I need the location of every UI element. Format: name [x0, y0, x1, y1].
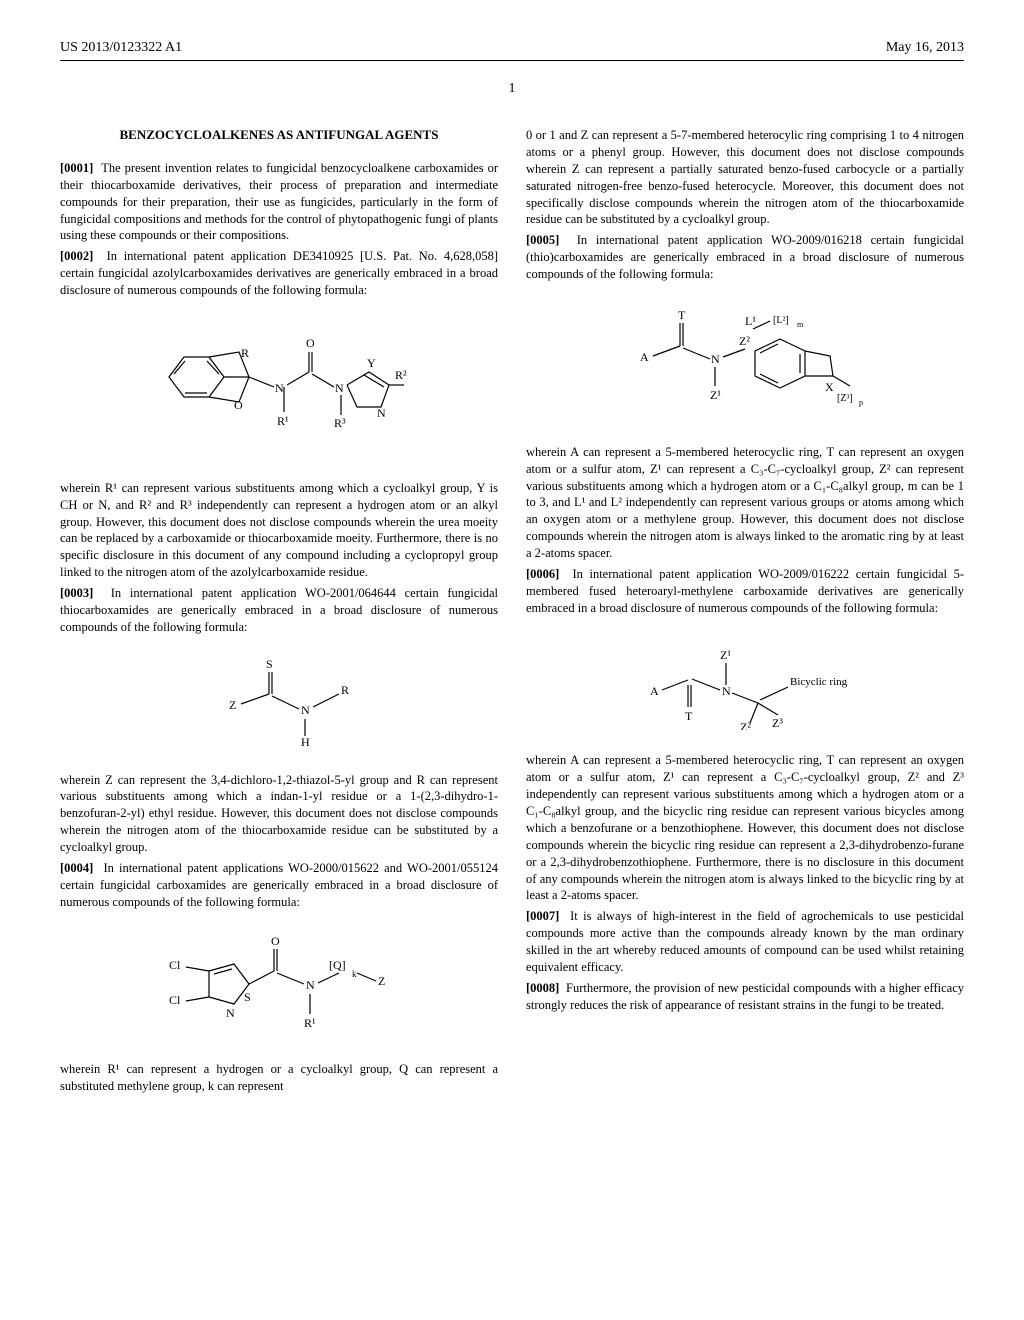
svg-text:Cl: Cl — [169, 993, 181, 1007]
page-number: 1 — [60, 81, 964, 97]
para-text: In international patent application WO-2… — [526, 567, 964, 615]
svg-text:N: N — [335, 381, 344, 395]
paragraph: [0002] In international patent applicati… — [60, 248, 498, 299]
para-number: [0008] — [526, 981, 559, 995]
svg-text:Z: Z — [378, 974, 385, 988]
svg-text:Z²: Z² — [739, 334, 750, 348]
svg-text:p: p — [859, 398, 863, 407]
para-text: It is always of high-interest in the fie… — [526, 909, 964, 974]
paragraph: [0004] In international patent applicati… — [60, 860, 498, 911]
left-column: BENZOCYCLOALKENES AS ANTIFUNGAL AGENTS [… — [60, 127, 498, 1099]
svg-text:R¹: R¹ — [304, 1016, 316, 1030]
paragraph: wherein A can represent a 5-membered het… — [526, 444, 964, 562]
svg-text:N: N — [275, 381, 284, 395]
svg-text:R¹: R¹ — [277, 414, 289, 428]
paragraph: [0003] In international patent applicati… — [60, 585, 498, 636]
chemical-structure-4: A T N Z¹ Z² L¹ [L²] m — [526, 301, 964, 426]
svg-text:[L²]: [L²] — [773, 315, 789, 326]
svg-text:L¹: L¹ — [745, 314, 756, 328]
para-number: [0004] — [60, 861, 93, 875]
svg-text:N: N — [306, 978, 315, 992]
svg-text:R: R — [241, 346, 249, 360]
svg-text:R: R — [341, 683, 349, 697]
para-text: Furthermore, the provision of new pestic… — [526, 981, 964, 1012]
svg-text:T: T — [678, 308, 686, 322]
paragraph: [0006] In international patent applicati… — [526, 566, 964, 617]
svg-text:T: T — [685, 709, 693, 723]
svg-text:N: N — [722, 684, 731, 698]
para-number: [0007] — [526, 909, 559, 923]
right-column: 0 or 1 and Z can represent a 5-7-membere… — [526, 127, 964, 1099]
chemical-structure-3: Cl Cl N S O — [60, 929, 498, 1044]
svg-text:H: H — [301, 735, 310, 749]
svg-text:O: O — [271, 934, 280, 948]
chemical-structure-1: R O N R¹ O N — [60, 317, 498, 462]
svg-text:Bicyclic ring: Bicyclic ring — [790, 676, 848, 688]
svg-text:Z¹: Z¹ — [710, 388, 721, 402]
svg-text:Z²: Z² — [740, 720, 751, 730]
patent-date: May 16, 2013 — [886, 40, 964, 56]
paragraph: wherein Z can represent the 3,4-dichloro… — [60, 772, 498, 856]
para-number: [0005] — [526, 233, 559, 247]
svg-text:[Q]: [Q] — [329, 958, 346, 972]
para-number: [0003] — [60, 586, 93, 600]
svg-text:Y: Y — [367, 356, 376, 370]
paragraph: wherein R¹ can represent various substit… — [60, 480, 498, 581]
svg-text:R³: R³ — [334, 416, 346, 430]
chemical-structure-5: A T N Z¹ Z² Z³ — [526, 635, 964, 735]
svg-text:S: S — [244, 990, 251, 1004]
paragraph: 0 or 1 and Z can represent a 5-7-membere… — [526, 127, 964, 228]
chemical-structure-2: Z S N H R — [60, 654, 498, 754]
svg-text:N: N — [377, 406, 386, 420]
paragraph: wherein R¹ can represent a hydrogen or a… — [60, 1061, 498, 1095]
paragraph: [0007] It is always of high-interest in … — [526, 908, 964, 976]
paragraph: wherein A can represent a 5-membered het… — [526, 752, 964, 904]
svg-text:A: A — [650, 684, 659, 698]
para-text: In international patent applications WO-… — [60, 861, 498, 909]
svg-text:A: A — [640, 350, 649, 364]
svg-text:N: N — [711, 352, 720, 366]
svg-text:[Z³]: [Z³] — [837, 393, 853, 404]
svg-text:Z: Z — [229, 698, 236, 712]
svg-text:Z³: Z³ — [772, 716, 783, 730]
para-text: In international patent application DE34… — [60, 249, 498, 297]
svg-text:S: S — [266, 657, 273, 671]
patent-number: US 2013/0123322 A1 — [60, 40, 182, 56]
svg-text:O: O — [306, 336, 315, 350]
svg-text:O: O — [234, 398, 243, 412]
para-number: [0002] — [60, 249, 93, 263]
svg-text:N: N — [226, 1006, 235, 1020]
para-text: In international patent application WO-2… — [60, 586, 498, 634]
article-title: BENZOCYCLOALKENES AS ANTIFUNGAL AGENTS — [60, 127, 498, 144]
para-number: [0006] — [526, 567, 559, 581]
svg-text:Cl: Cl — [169, 958, 181, 972]
para-number: [0001] — [60, 161, 93, 175]
svg-text:Z¹: Z¹ — [720, 648, 731, 662]
svg-text:k: k — [352, 969, 357, 979]
svg-text:R²: R² — [395, 368, 407, 382]
paragraph: [0008] Furthermore, the provision of new… — [526, 980, 964, 1014]
header-rule — [60, 60, 964, 61]
svg-text:X: X — [825, 380, 834, 394]
svg-text:N: N — [301, 703, 310, 717]
para-text: In international patent application WO-2… — [526, 233, 964, 281]
paragraph: [0001] The present invention relates to … — [60, 160, 498, 244]
para-text: The present invention relates to fungici… — [60, 161, 498, 243]
paragraph: [0005] In international patent applicati… — [526, 232, 964, 283]
svg-text:m: m — [797, 320, 804, 329]
